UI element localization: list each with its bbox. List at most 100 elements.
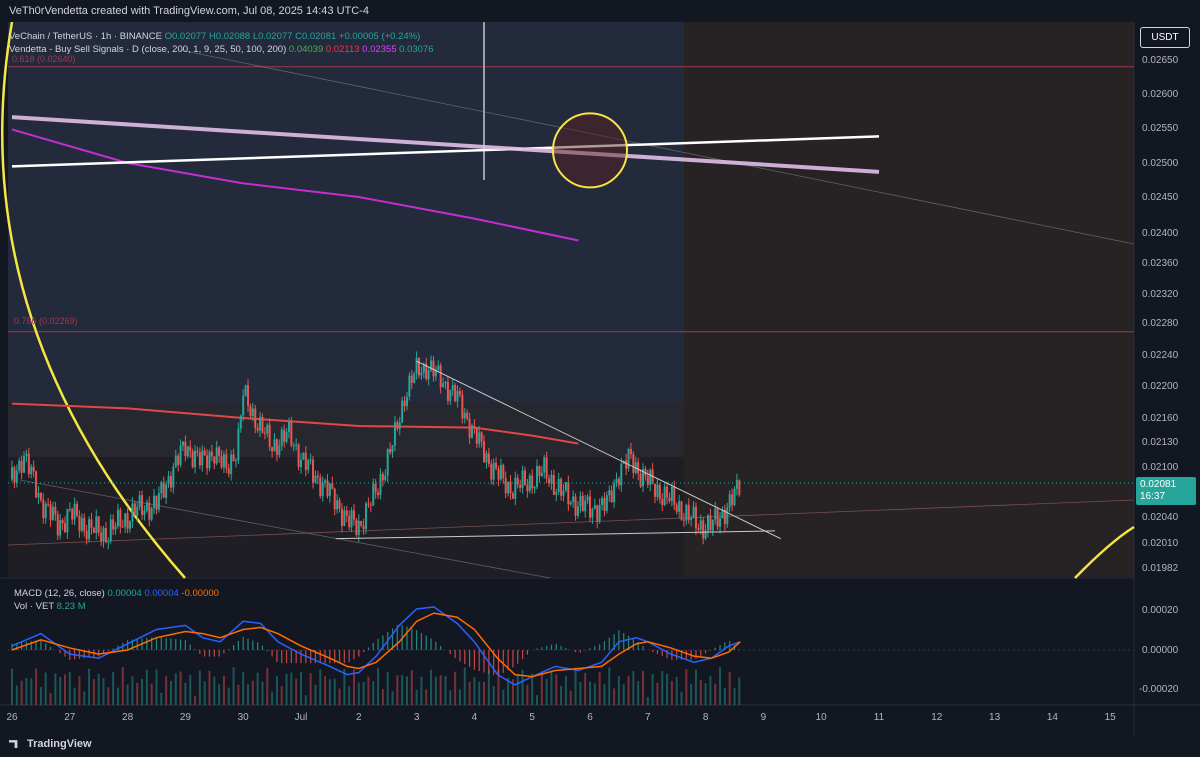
volume-bar <box>507 677 510 705</box>
candle-body <box>244 385 247 396</box>
candle-body <box>206 455 209 469</box>
volume-bar <box>483 681 486 705</box>
candle-body <box>37 492 40 498</box>
volume-bar <box>165 676 168 705</box>
volume-bar <box>420 676 423 705</box>
candle-body <box>78 515 81 531</box>
volume-bar <box>237 684 240 705</box>
candle-body <box>186 446 189 457</box>
candle-body <box>114 526 117 530</box>
trend-line-white[interactable] <box>11 135 880 168</box>
volume-bar <box>704 683 707 705</box>
candle-body <box>285 432 288 442</box>
time-tick-label: 13 <box>989 712 1001 723</box>
candle-body <box>271 447 274 452</box>
volume-bar <box>584 672 587 705</box>
volume-bar <box>275 676 278 705</box>
candle-body <box>738 480 741 495</box>
candle-body <box>181 441 184 446</box>
volume-bar <box>319 669 322 705</box>
candle-body <box>572 496 575 503</box>
candle-body <box>121 526 124 528</box>
chart-svg[interactable]: 0.02650 0.02600 0.02550 0.02500 0.02450 0.024… <box>0 21 1200 735</box>
time-tick-label: 5 <box>529 712 535 723</box>
candle-body <box>692 506 695 519</box>
candle-body <box>66 509 69 533</box>
price-tick-label: 0.02240 <box>1142 350 1179 361</box>
candle-body <box>567 482 570 505</box>
volume-bar <box>88 668 91 705</box>
candle-body <box>410 375 413 384</box>
candle-body <box>68 508 71 510</box>
macd-tick-label: 0.00020 <box>1142 605 1179 616</box>
candle-body <box>80 517 83 531</box>
volume-bar <box>232 667 235 705</box>
volume-bar <box>478 681 481 705</box>
volume-bar <box>632 671 635 705</box>
volume-bar <box>685 669 688 705</box>
volume-bar <box>227 687 230 705</box>
candle-body <box>85 530 88 540</box>
tradingview-logo[interactable]: TradingView <box>9 738 92 750</box>
candle-body <box>237 428 240 461</box>
chart-area[interactable]: 0.02650 0.02600 0.02550 0.02500 0.02450 0.024… <box>0 21 1200 735</box>
candle-body <box>661 499 664 505</box>
currency-button[interactable]: USDT <box>1140 27 1190 48</box>
candle-body <box>73 503 76 520</box>
trend-line-gray-1 <box>179 49 1135 245</box>
volume-bar <box>372 681 375 705</box>
candle-body <box>550 475 553 484</box>
candle-body <box>586 496 589 501</box>
volume-bar <box>430 669 433 705</box>
volume-bar <box>569 690 572 705</box>
macd-value-1: 0.00004 <box>107 588 142 599</box>
volume-bar <box>285 673 288 705</box>
volume-bar <box>401 675 404 705</box>
candle-body <box>295 444 298 446</box>
indicator-value-1: 0.04039 <box>288 44 324 55</box>
volume-bar <box>242 672 245 705</box>
vol-name[interactable]: Vol · VET <box>14 601 54 612</box>
candle-body <box>54 506 57 515</box>
candle-body <box>131 503 134 522</box>
volume-bar <box>405 676 408 705</box>
triangle-lower-line[interactable] <box>335 530 775 540</box>
price-tick-label: 0.02100 <box>1142 462 1179 473</box>
volume-bar <box>208 670 211 705</box>
volume-bar <box>521 669 524 705</box>
volume-bar <box>627 675 630 705</box>
volume-bar <box>492 686 495 705</box>
indicator-name[interactable]: Vendetta - Buy Sell Signals · D (close, … <box>9 44 287 55</box>
volume-bar <box>637 680 640 705</box>
candle-body <box>316 475 319 478</box>
candle-body <box>145 502 148 511</box>
candle-body <box>230 454 233 475</box>
candle-body <box>437 365 440 370</box>
candle-body <box>658 484 661 500</box>
macd-tick-label: -0.00020 <box>1139 684 1179 695</box>
trend-line-pink[interactable] <box>11 115 880 174</box>
time-tick-label: Jul <box>295 712 308 723</box>
bar-countdown: 16:37 <box>1140 491 1166 502</box>
price-tick-label: 0.02550 <box>1142 123 1179 134</box>
triangle-upper-line[interactable] <box>416 360 781 540</box>
ohlc-open: O0.02077 <box>164 31 207 42</box>
intersection-circle[interactable] <box>552 112 628 189</box>
candle-body <box>129 521 132 529</box>
candle-body <box>124 513 127 527</box>
volume-bar <box>20 680 23 705</box>
ohlc-close: C0.02081 <box>295 31 337 42</box>
candle-body <box>509 481 512 494</box>
macd-name[interactable]: MACD (12, 26, close) <box>14 588 105 599</box>
volume-bar <box>709 676 712 705</box>
candle-body <box>220 456 223 468</box>
candle-body <box>584 500 587 512</box>
candle-body <box>167 476 170 485</box>
signal-line <box>11 612 741 678</box>
volume-bar <box>352 669 355 705</box>
volume-bar <box>155 669 158 705</box>
volume-bar <box>670 680 673 705</box>
candle-body <box>451 385 454 391</box>
volume-bar <box>362 681 365 705</box>
candle-body <box>172 466 175 488</box>
